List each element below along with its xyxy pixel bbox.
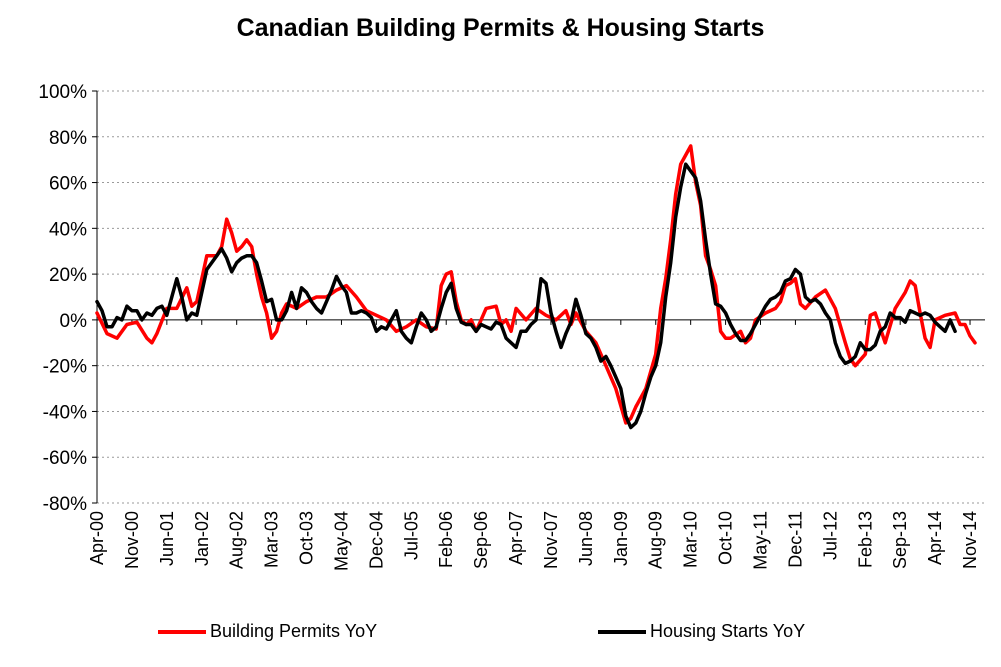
x-tick-label: Sep-13 [890,511,910,569]
x-tick-label: Aug-09 [646,511,666,569]
x-tick-label: Jul-12 [820,511,840,560]
y-tick-label: 0% [60,311,88,332]
x-tick-label: Jun-01 [157,511,177,566]
y-tick-label: 40% [49,219,87,240]
y-tick-label: 80% [49,128,87,149]
y-tick-label: 20% [49,265,87,286]
legend-label-housing-starts: Housing Starts YoY [650,621,806,641]
y-tick-label: 60% [49,174,87,195]
x-tick-label: Feb-13 [855,511,875,568]
x-tick-label: Dec-11 [785,511,805,568]
x-tick-label: Nov-07 [541,511,561,569]
x-tick-label: Apr-07 [506,511,526,565]
y-tick-label: -20% [43,357,87,378]
chart-title: Canadian Building Permits & Housing Star… [236,14,765,42]
legend-item-housing-starts: Housing Starts YoY [598,621,805,642]
legend-swatch-housing-starts [598,629,646,634]
x-tick-label: Dec-04 [366,511,386,569]
x-tick-label: Jan-02 [192,511,212,566]
x-tick-label: May-04 [331,511,351,571]
y-tick-label: 100% [38,82,87,103]
legend-label-building-permits: Building Permits YoY [210,621,378,641]
x-tick-label: Mar-03 [262,511,282,568]
y-tick-label: -80% [43,494,87,515]
x-tick-label: Apr-00 [87,511,107,565]
series-building-permits-line [95,144,977,425]
x-tick-label: Mar-10 [681,511,701,568]
x-tick-label: Jan-09 [611,511,631,566]
x-tick-label: May-11 [751,511,771,570]
x-tick-label: Sep-06 [471,511,491,569]
y-tick-label: -40% [43,402,87,423]
x-tick-label: Oct-10 [716,511,736,565]
series-lines [95,144,977,430]
gridlines [97,90,985,504]
legend-swatch-building-permits [158,629,206,634]
y-tick-label: -60% [43,448,87,469]
x-tick-label: Jun-08 [576,511,596,566]
y-tick-labels: -80% -60% -40% -20% 0% 20% 40% 60% 80% 100% [38,82,87,515]
x-tick-labels: Apr-00 Nov-00 Jun-01 Jan-02 Aug-02 Mar-03 Oct-… [87,511,980,571]
x-tick-label: Jul-05 [401,511,421,560]
series-housing-starts-line [95,162,957,430]
x-tick-label: Nov-14 [960,511,980,569]
x-tick-label: Oct-03 [297,511,317,565]
x-tick-label: Aug-02 [227,511,247,569]
x-tick-label: Nov-00 [122,511,142,569]
x-tick-label: Apr-14 [925,511,945,565]
legend-item-building-permits: Building Permits YoY [158,621,377,642]
x-tick-label: Feb-06 [436,511,456,568]
